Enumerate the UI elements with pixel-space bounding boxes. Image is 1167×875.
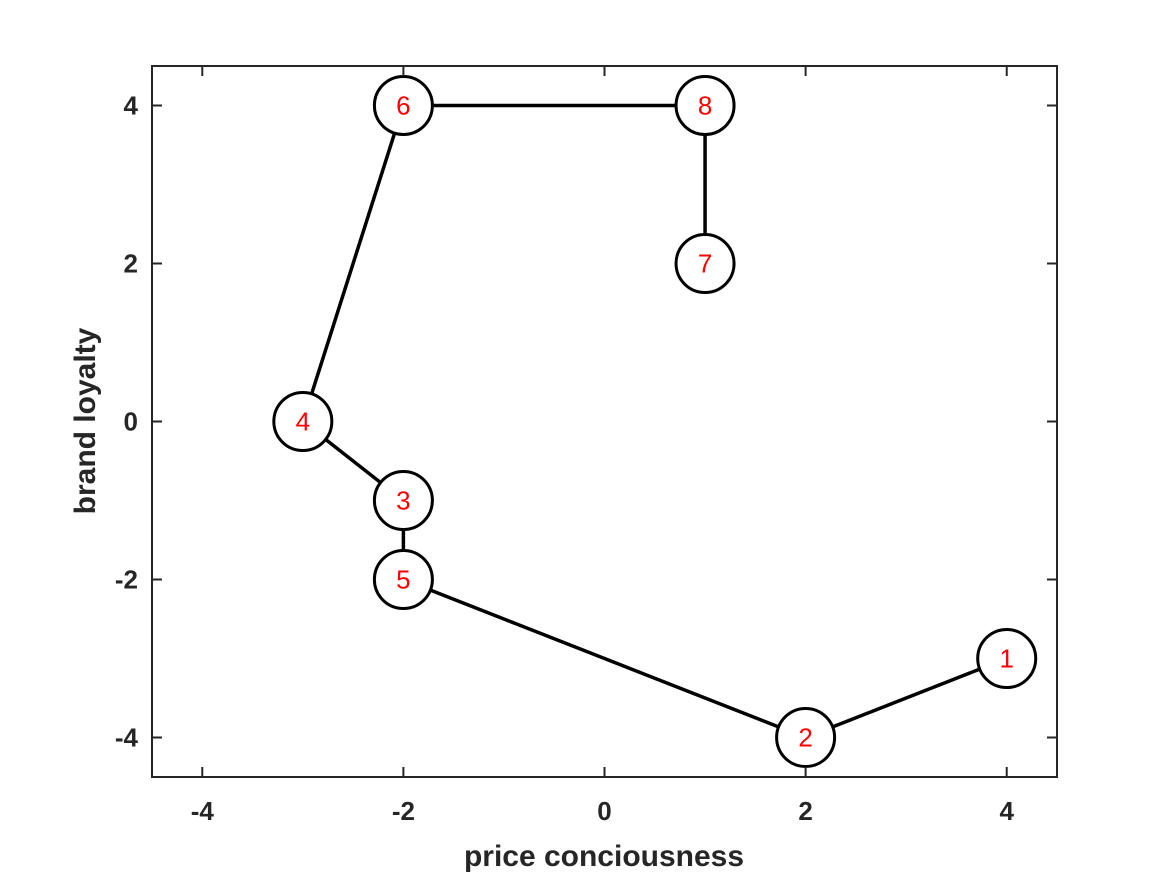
node-marker bbox=[272, 391, 334, 452]
node-marker bbox=[674, 233, 736, 294]
node-marker bbox=[976, 628, 1038, 689]
node-marker bbox=[372, 75, 434, 136]
edge-2-5 bbox=[402, 577, 807, 740]
node-marker bbox=[372, 549, 434, 610]
node-2: 2 bbox=[775, 707, 837, 768]
node-label: 8 bbox=[698, 91, 712, 121]
x-tick-label: 4 bbox=[999, 796, 1014, 826]
node-8: 8 bbox=[674, 75, 736, 136]
node-marker bbox=[372, 470, 434, 531]
y-axis-title: brand loyalty bbox=[69, 327, 102, 514]
edge-4-6 bbox=[301, 104, 406, 423]
edge-1-2 bbox=[804, 656, 1008, 740]
node-7: 7 bbox=[674, 233, 736, 294]
y-tick-label: 4 bbox=[124, 91, 139, 121]
x-axis-title: price conciousness bbox=[464, 840, 744, 873]
y-tick-label: -2 bbox=[115, 565, 138, 595]
x-tick-label: -2 bbox=[392, 796, 415, 826]
node-1: 1 bbox=[976, 628, 1038, 689]
y-tick-label: 0 bbox=[124, 407, 138, 437]
node-6: 6 bbox=[372, 75, 434, 136]
x-tick-label: -4 bbox=[191, 796, 215, 826]
node-label: 4 bbox=[296, 407, 310, 437]
y-tick-label: 2 bbox=[124, 249, 138, 279]
node-marker bbox=[775, 707, 837, 768]
ticks-group: -4 -2 0 2 4 -4 -2 0 2 4 bbox=[115, 66, 1057, 826]
node-label: 1 bbox=[999, 644, 1013, 674]
node-3: 3 bbox=[372, 470, 434, 531]
nodes-group: 1 2 3 4 5 6 7 8 bbox=[272, 75, 1038, 768]
y-tick-label: -4 bbox=[115, 723, 139, 753]
node-5: 5 bbox=[372, 549, 434, 610]
node-label: 5 bbox=[396, 565, 410, 595]
x-tick-label: 0 bbox=[597, 796, 611, 826]
node-marker bbox=[674, 75, 736, 136]
x-tick-label: 2 bbox=[798, 796, 812, 826]
node-label: 3 bbox=[396, 486, 410, 516]
node-label: 2 bbox=[798, 723, 812, 753]
node-label: 6 bbox=[396, 91, 410, 121]
node-4: 4 bbox=[272, 391, 334, 452]
node-label: 7 bbox=[698, 249, 712, 279]
